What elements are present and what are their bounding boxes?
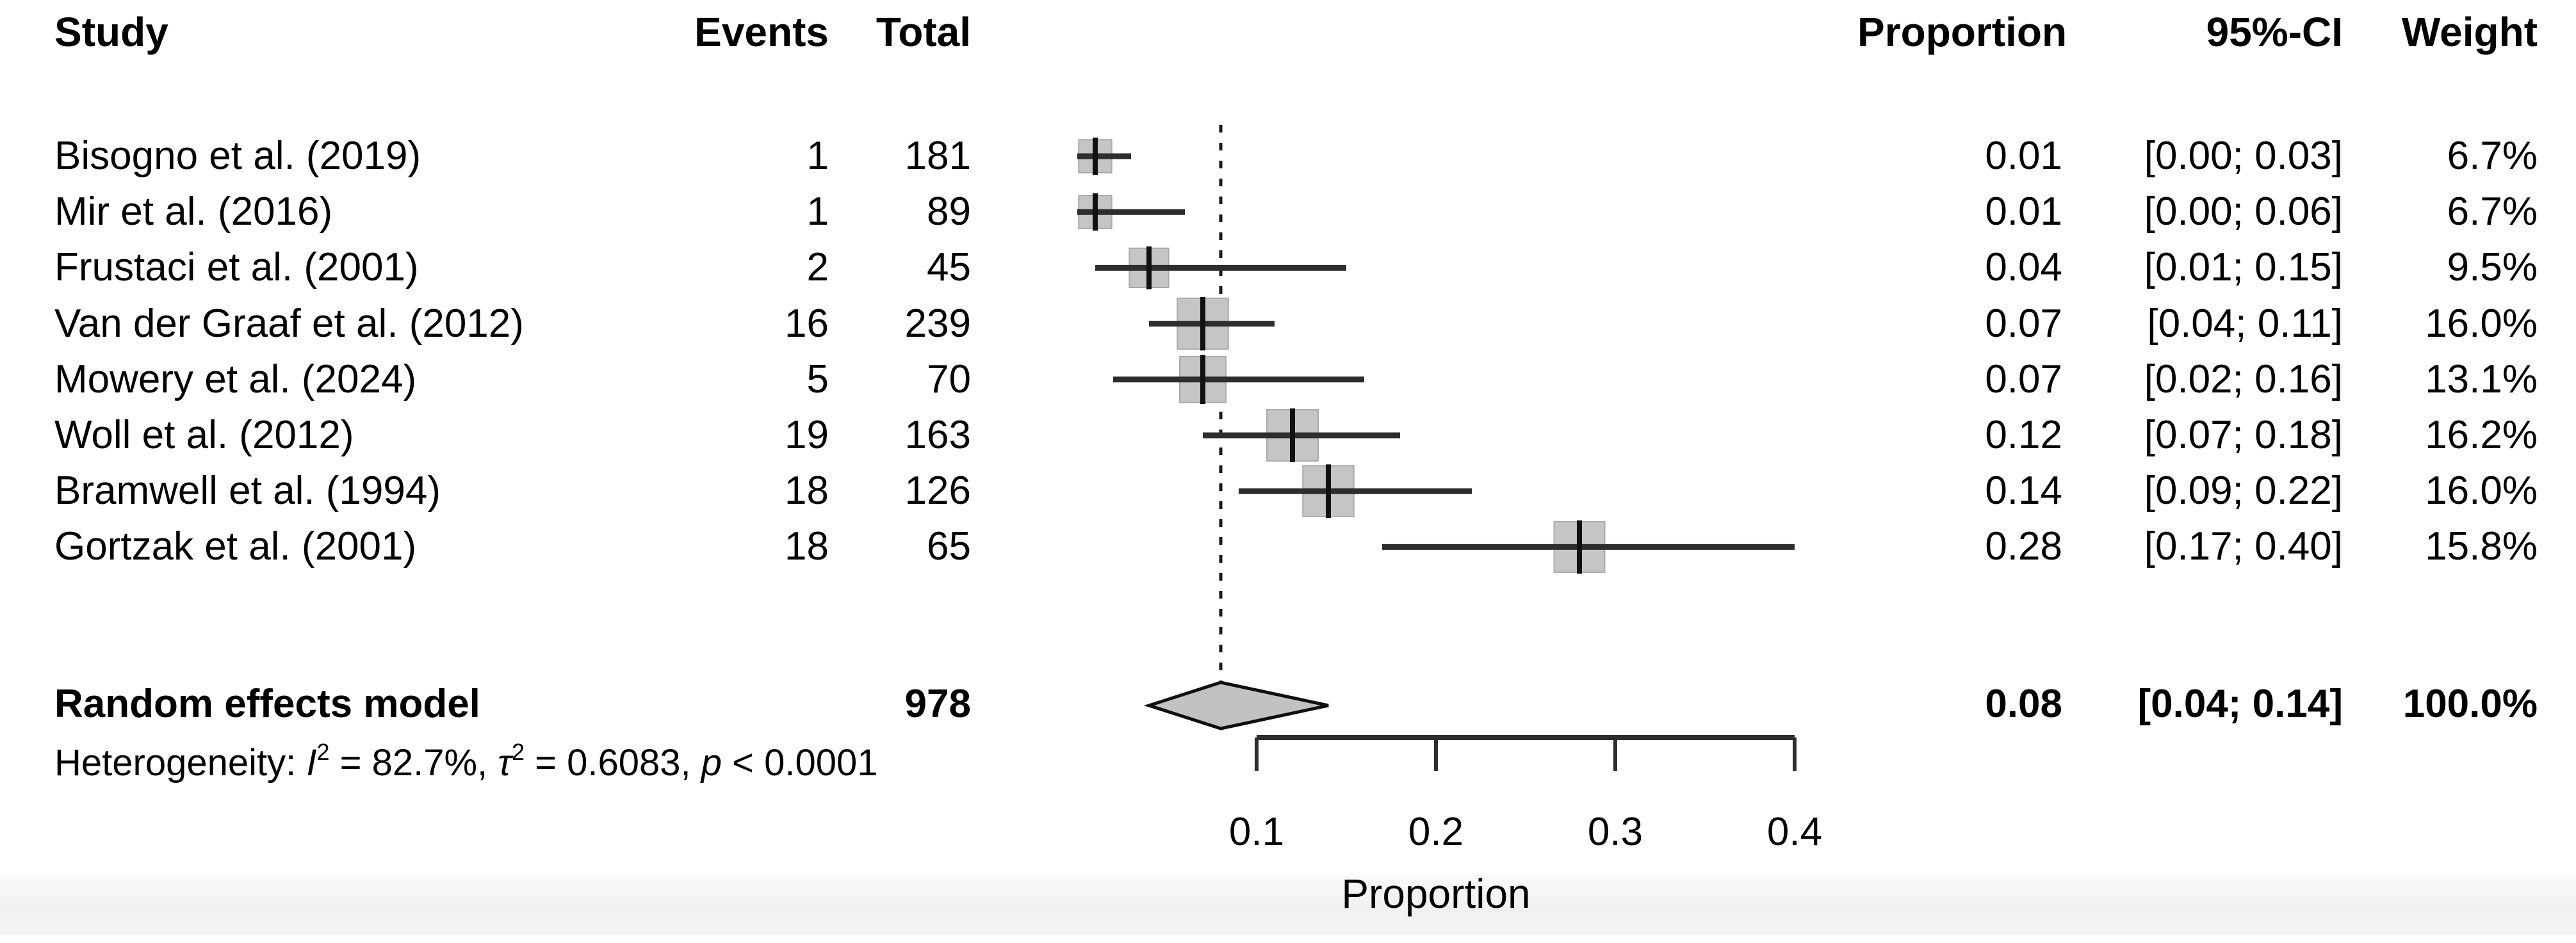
- study-name: Bisogno et al. (2019): [54, 134, 421, 178]
- summary-ci: [0.04; 0.14]: [2137, 682, 2343, 726]
- header-proportion: Proportion: [1857, 9, 2067, 55]
- proportion-value: 0.28: [1985, 524, 2062, 568]
- pooled-diamond: [1143, 681, 1329, 730]
- ci-value: [0.17; 0.40]: [2144, 524, 2343, 568]
- table-row: Gortzak et al. (2001) 18 65 0.28 [0.17; …: [0, 519, 2576, 575]
- header-study: Study: [54, 9, 168, 55]
- events-value: 5: [806, 357, 829, 401]
- study-name: Mowery et al. (2024): [54, 357, 417, 401]
- events-value: 1: [806, 189, 829, 234]
- bottom-shade-band: [0, 876, 2576, 935]
- ci-value: [0.01; 0.15]: [2144, 245, 2343, 289]
- header-ci: 95%-CI: [2206, 9, 2343, 55]
- weight-value: 13.1%: [2425, 357, 2538, 401]
- ci-value: [0.07; 0.18]: [2144, 413, 2343, 457]
- table-row: Bramwell et al. (1994) 18 126 0.14 [0.09…: [0, 463, 2576, 519]
- ci-value: [0.02; 0.16]: [2144, 357, 2343, 401]
- study-name: Woll et al. (2012): [54, 413, 354, 457]
- proportion-value: 0.12: [1985, 413, 2062, 457]
- summary-label: Random effects model: [54, 682, 480, 726]
- axis-tick-label: 0.2: [1408, 810, 1463, 854]
- ci-value: [0.00; 0.06]: [2144, 189, 2343, 234]
- weight-value: 6.7%: [2447, 189, 2538, 234]
- table-row: Frustaci et al. (2001) 2 45 0.04 [0.01; …: [0, 239, 2576, 296]
- het-seg3: < 0.0001: [722, 742, 878, 784]
- table-row: Mowery et al. (2024) 5 70 0.07 [0.02; 0.…: [0, 351, 2576, 408]
- het-seg1: = 82.7%,: [329, 742, 498, 784]
- events-value: 16: [785, 302, 829, 346]
- summary-row: Random effects model 978 0.08 [0.04; 0.1…: [0, 676, 2576, 732]
- ci-value: [0.09; 0.22]: [2144, 469, 2343, 513]
- table-row: Van der Graaf et al. (2012) 16 239 0.07 …: [0, 296, 2576, 352]
- study-name: Mir et al. (2016): [54, 189, 333, 234]
- het-seg2: = 0.6083,: [525, 742, 701, 784]
- total-value: 126: [904, 469, 971, 513]
- weight-value: 6.7%: [2447, 134, 2538, 178]
- study-name: Bramwell et al. (1994): [54, 469, 441, 513]
- ci-value: [0.04; 0.11]: [2147, 302, 2343, 346]
- axis-tick-label: 0.4: [1767, 810, 1822, 854]
- proportion-value: 0.01: [1985, 189, 2062, 234]
- het-tau-symbol: τ: [498, 742, 512, 784]
- summary-weight: 100.0%: [2402, 682, 2538, 726]
- summary-total: 978: [904, 682, 971, 726]
- total-value: 70: [927, 357, 971, 401]
- axis-tick-label: 0.3: [1588, 810, 1643, 854]
- het-i-symbol: I: [306, 742, 317, 784]
- total-value: 239: [904, 302, 971, 346]
- proportion-value: 0.01: [1985, 134, 2062, 178]
- weight-value: 16.2%: [2425, 413, 2538, 457]
- events-value: 1: [806, 134, 829, 178]
- proportion-value: 0.04: [1985, 245, 2062, 289]
- events-value: 2: [806, 245, 829, 289]
- ci-value: [0.00; 0.03]: [2144, 134, 2343, 178]
- het-prefix: Heterogeneity:: [54, 742, 307, 784]
- table-row: Woll et al. (2012) 19 163 0.12 [0.07; 0.…: [0, 407, 2576, 463]
- x-axis-label: Proportion: [1341, 871, 1530, 917]
- table-header-row: Study Events Total Proportion 95%-CI Wei…: [0, 4, 2576, 60]
- het-p-symbol: p: [701, 742, 722, 784]
- proportion-value: 0.14: [1985, 469, 2062, 513]
- heterogeneity-text: Heterogeneity: I2 = 82.7%, τ2 = 0.6083, …: [54, 735, 878, 791]
- study-name: Van der Graaf et al. (2012): [54, 302, 524, 346]
- het-i-sup: 2: [316, 739, 330, 765]
- weight-value: 15.8%: [2425, 524, 2538, 568]
- weight-value: 16.0%: [2425, 302, 2538, 346]
- total-value: 65: [927, 524, 971, 568]
- header-events: Events: [694, 9, 829, 55]
- events-value: 18: [785, 524, 829, 568]
- proportion-value: 0.07: [1985, 302, 2062, 346]
- study-name: Gortzak et al. (2001): [54, 524, 417, 568]
- events-value: 19: [785, 413, 829, 457]
- total-value: 45: [927, 245, 971, 289]
- het-tau-sup: 2: [512, 739, 525, 765]
- table-row: Bisogno et al. (2019) 1 181 0.01 [0.00; …: [0, 128, 2576, 184]
- study-name: Frustaci et al. (2001): [54, 245, 419, 289]
- total-value: 181: [904, 134, 971, 178]
- weight-value: 16.0%: [2425, 469, 2538, 513]
- weight-value: 9.5%: [2447, 245, 2538, 289]
- proportion-value: 0.07: [1985, 357, 2062, 401]
- summary-proportion: 0.08: [1985, 682, 2062, 726]
- table-row: Mir et al. (2016) 1 89 0.01 [0.00; 0.06]…: [0, 184, 2576, 240]
- total-value: 89: [927, 189, 971, 234]
- header-weight: Weight: [2401, 9, 2538, 55]
- header-total: Total: [876, 9, 971, 55]
- axis-tick-label: 0.1: [1229, 810, 1284, 854]
- total-value: 163: [904, 413, 971, 457]
- events-value: 18: [785, 469, 829, 513]
